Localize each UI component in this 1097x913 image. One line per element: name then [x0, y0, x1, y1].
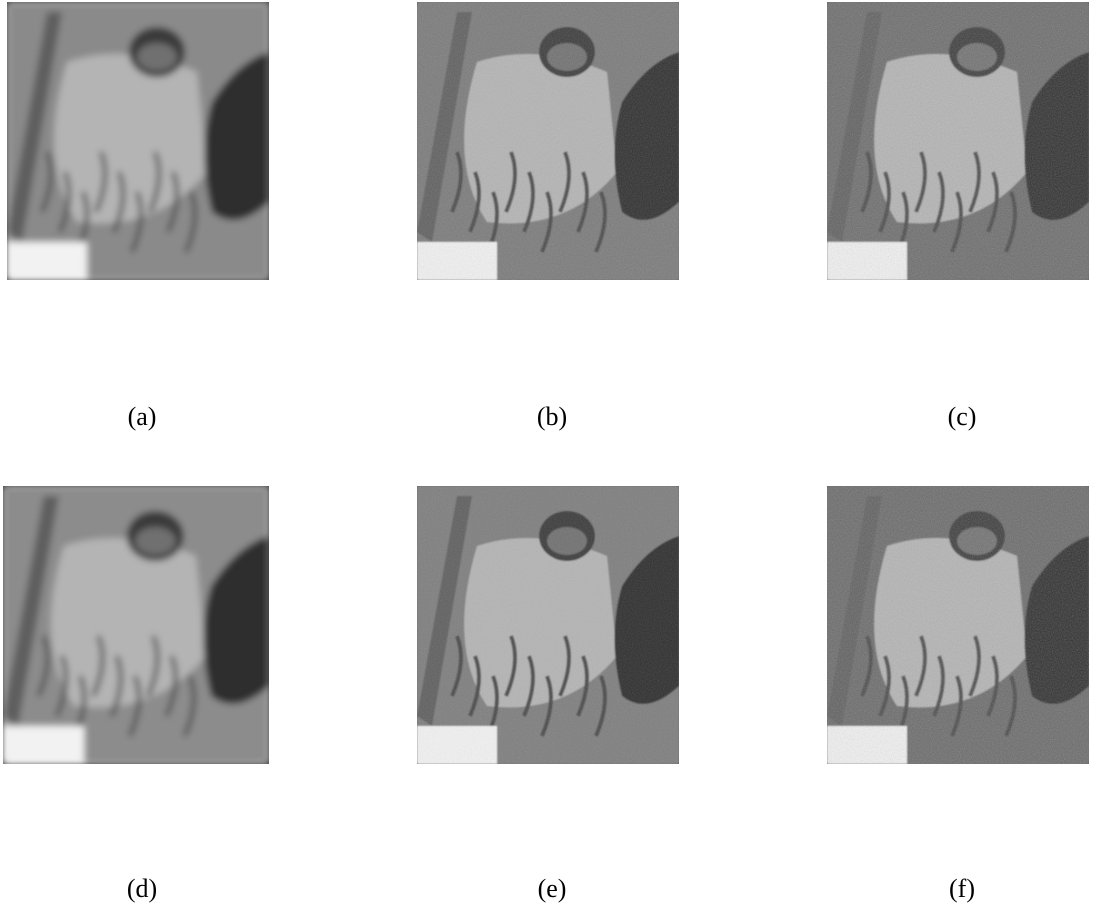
- caption-a: (a): [127, 402, 157, 431]
- owl-image-c: [827, 2, 1089, 280]
- owl-image-b: [417, 2, 679, 280]
- caption-d: (d): [126, 874, 158, 903]
- owl-image-e: [417, 486, 679, 764]
- owl-picture-e: [417, 486, 679, 764]
- owl-image-a: [7, 2, 269, 280]
- caption-c: (c): [947, 402, 977, 431]
- caption-f: (f): [949, 874, 975, 903]
- owl-picture-d: [3, 486, 269, 764]
- caption-b: (b): [536, 402, 568, 431]
- owl-picture-c: [827, 2, 1089, 280]
- owl-image-f: [827, 486, 1089, 764]
- owl-picture-b: [417, 2, 679, 280]
- caption-e: (e): [537, 874, 567, 903]
- owl-image-d: [3, 486, 269, 764]
- owl-picture-f: [827, 486, 1089, 764]
- owl-picture-a: [7, 2, 269, 280]
